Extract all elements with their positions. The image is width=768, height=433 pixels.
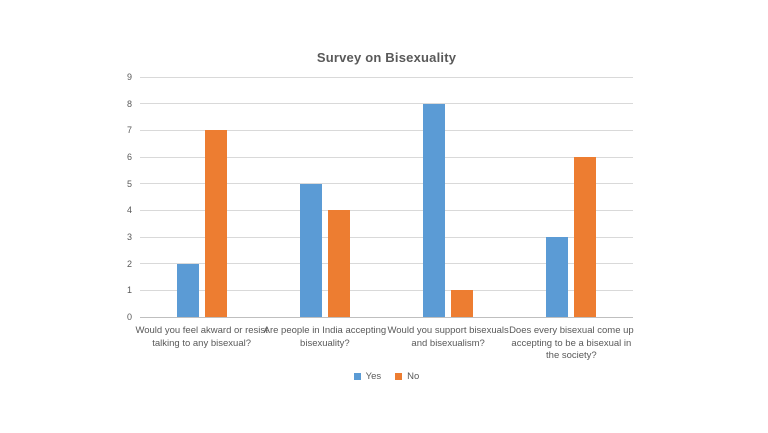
- y-tick-label: 2: [126, 258, 132, 269]
- y-tick-label: 4: [126, 205, 132, 216]
- bar-yes: [299, 183, 322, 317]
- bar-group: [263, 77, 386, 317]
- legend-item-yes: Yes: [353, 371, 382, 382]
- x-axis-labels: Would you feel akward or resist talking …: [135, 325, 633, 371]
- y-tick-label: 6: [126, 152, 132, 162]
- legend-label: Yes: [365, 371, 382, 382]
- x-category-label: Does every bisexual come up accepting to…: [509, 325, 634, 361]
- bar-group: [140, 77, 263, 317]
- y-tick-label: 7: [126, 125, 132, 136]
- y-tick-label: 9: [126, 72, 132, 82]
- y-tick-label: 3: [126, 232, 132, 242]
- bar-group: [510, 77, 633, 317]
- bar-no: [451, 290, 474, 317]
- bar-no: [327, 210, 350, 317]
- gridline: [140, 129, 633, 131]
- bar-yes: [176, 263, 199, 317]
- bar-yes: [546, 237, 569, 317]
- x-category-label: Would you support bisexuals and bisexual…: [387, 325, 509, 349]
- bar-group: [387, 77, 510, 317]
- gridline: [140, 76, 633, 78]
- legend: Yes No: [140, 371, 633, 382]
- legend-swatch-icon: [353, 373, 361, 380]
- y-tick-label: 8: [126, 98, 132, 109]
- gridline: [140, 209, 633, 211]
- x-category-label: Would you feel akward or resist talking …: [135, 325, 268, 349]
- bar-no: [204, 130, 227, 317]
- gridline: [140, 236, 633, 238]
- y-tick-label: 0: [126, 312, 132, 322]
- x-axis-line: [140, 316, 633, 318]
- gridline: [140, 289, 633, 291]
- legend-swatch-icon: [395, 373, 403, 380]
- bar-yes: [423, 103, 446, 317]
- y-tick-label: 1: [126, 285, 132, 296]
- legend-item-no: No: [395, 371, 419, 382]
- plot-area: 0 1 2 3 4 5 6 7 8 9: [127, 72, 633, 322]
- bar-no: [574, 157, 597, 317]
- gridline: [140, 263, 633, 265]
- x-category-label: Are people in India accepting bisexualit…: [263, 325, 387, 349]
- legend-label: No: [407, 371, 420, 382]
- gridline: [140, 103, 633, 105]
- gridline: [140, 156, 633, 158]
- chart-title: Survey on Bisexuality: [316, 50, 457, 65]
- gridline: [140, 183, 633, 185]
- y-tick-label: 5: [126, 178, 132, 189]
